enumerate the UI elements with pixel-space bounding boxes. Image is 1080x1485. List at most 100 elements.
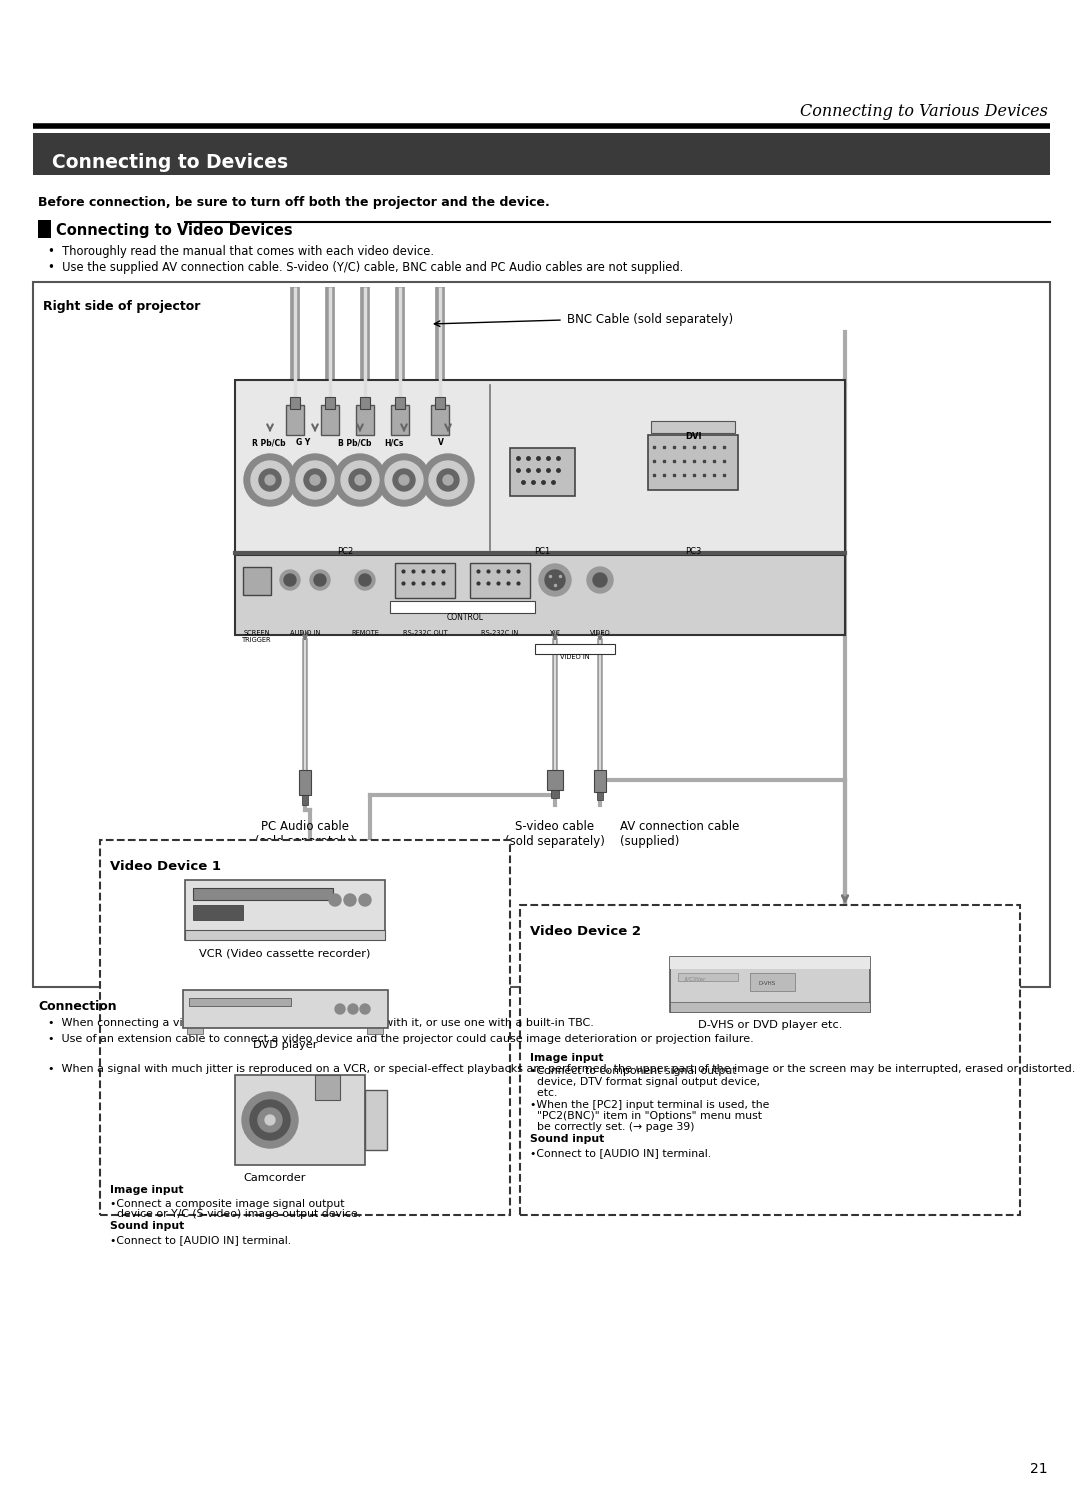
Text: R Pb/Cb: R Pb/Cb [252, 438, 285, 447]
Text: AUDIO IN: AUDIO IN [289, 630, 320, 636]
Text: Connection: Connection [38, 999, 117, 1013]
Text: 21: 21 [1030, 1463, 1048, 1476]
Text: H/Cs: H/Cs [384, 438, 403, 447]
Circle shape [310, 475, 320, 486]
Text: SCREEN
TRIGGER: SCREEN TRIGGER [242, 630, 272, 643]
Text: DVI: DVI [685, 432, 701, 441]
Bar [185, 881, 384, 940]
Text: •Connect to component signal output: •Connect to component signal output [530, 1066, 737, 1077]
Text: VCR (Video cassette recorder): VCR (Video cassette recorder) [200, 947, 370, 958]
Bar [299, 771, 311, 794]
Bar [594, 771, 606, 792]
Bar [243, 567, 271, 595]
Bar [193, 888, 333, 900]
Circle shape [329, 894, 341, 906]
Bar [356, 405, 374, 435]
Bar [670, 1002, 870, 1011]
Text: •  When connecting a video device, please use a TBC along with it, or use one wi: • When connecting a video device, please… [48, 1019, 594, 1028]
Circle shape [334, 454, 386, 506]
Bar [33, 134, 1050, 175]
Text: CONTROL: CONTROL [446, 613, 484, 622]
Text: Before connection, be sure to turn off both the projector and the device.: Before connection, be sure to turn off b… [38, 196, 550, 209]
Circle shape [251, 460, 289, 499]
Circle shape [280, 570, 300, 590]
Bar [750, 973, 795, 990]
Circle shape [588, 567, 613, 593]
Text: V: V [438, 438, 444, 447]
Bar [189, 998, 291, 1005]
Bar [510, 448, 575, 496]
Bar [546, 771, 563, 790]
Circle shape [265, 475, 275, 486]
Text: be correctly set. (→ page 39): be correctly set. (→ page 39) [530, 1123, 694, 1132]
Bar [678, 973, 738, 982]
Bar [302, 794, 308, 805]
Text: •Connect to [AUDIO IN] terminal.: •Connect to [AUDIO IN] terminal. [530, 1148, 711, 1158]
Text: Video Device 1: Video Device 1 [110, 860, 221, 873]
Text: •Connect a composite image signal output: •Connect a composite image signal output [110, 1198, 345, 1209]
Bar [193, 904, 243, 921]
Text: •  Thoroughly read the manual that comes with each video device.: • Thoroughly read the manual that comes … [48, 245, 434, 258]
Text: Right side of projector: Right side of projector [43, 300, 201, 313]
Circle shape [296, 460, 334, 499]
Text: JVCfiller: JVCfiller [685, 977, 706, 982]
Circle shape [314, 575, 326, 587]
Text: device or Y/C (S-video) image output device.: device or Y/C (S-video) image output dev… [110, 1209, 361, 1219]
Bar [535, 644, 615, 653]
Circle shape [360, 1004, 370, 1014]
Circle shape [265, 1115, 275, 1126]
Bar [670, 956, 870, 1011]
Text: G Y: G Y [296, 438, 310, 447]
Text: Sound input: Sound input [530, 1135, 604, 1143]
Bar [367, 1028, 383, 1034]
Bar [597, 792, 603, 800]
Circle shape [429, 460, 467, 499]
Text: Image input: Image input [530, 1053, 604, 1063]
Circle shape [393, 469, 415, 492]
Text: Connecting to Various Devices: Connecting to Various Devices [800, 104, 1048, 120]
Bar [100, 841, 510, 1215]
Bar [235, 380, 845, 555]
Text: B Pb/Cb: B Pb/Cb [338, 438, 372, 447]
Bar [185, 930, 384, 940]
Circle shape [359, 894, 372, 906]
Bar [38, 220, 51, 238]
Bar [315, 1075, 340, 1100]
Text: DVD player: DVD player [253, 1040, 318, 1050]
Circle shape [443, 475, 453, 486]
Text: REMOTE: REMOTE [351, 630, 379, 636]
Bar [33, 282, 1050, 988]
Bar [325, 396, 335, 408]
Text: D-VHS: D-VHS [758, 982, 775, 986]
Text: RS-232C OUT: RS-232C OUT [403, 630, 447, 636]
Text: etc.: etc. [530, 1089, 557, 1097]
Bar [395, 563, 455, 598]
Circle shape [349, 469, 372, 492]
Bar [391, 405, 409, 435]
Text: Image input: Image input [110, 1185, 184, 1195]
Text: S-video cable
(sold separately): S-video cable (sold separately) [505, 820, 605, 848]
Circle shape [422, 454, 474, 506]
Bar [187, 1028, 203, 1034]
Text: device, DTV format signal output device,: device, DTV format signal output device, [530, 1077, 760, 1087]
Circle shape [593, 573, 607, 587]
Text: Y/C: Y/C [550, 630, 561, 636]
Text: Connecting to Video Devices: Connecting to Video Devices [56, 223, 293, 238]
Circle shape [258, 1108, 282, 1132]
Text: PC2: PC2 [337, 546, 353, 555]
Bar [519, 904, 1020, 1215]
Circle shape [359, 575, 372, 587]
Text: PC Audio cable
(sold separately): PC Audio cable (sold separately) [255, 820, 355, 848]
Bar [291, 396, 300, 408]
Circle shape [399, 475, 409, 486]
Circle shape [284, 575, 296, 587]
Circle shape [355, 570, 375, 590]
Bar [395, 396, 405, 408]
Circle shape [249, 1100, 291, 1140]
Circle shape [259, 469, 281, 492]
Text: PC1: PC1 [534, 546, 550, 555]
Text: Camcorder: Camcorder [244, 1173, 307, 1184]
Bar [651, 422, 735, 434]
Bar [360, 396, 370, 408]
Text: •Connect to [AUDIO IN] terminal.: •Connect to [AUDIO IN] terminal. [110, 1236, 292, 1244]
